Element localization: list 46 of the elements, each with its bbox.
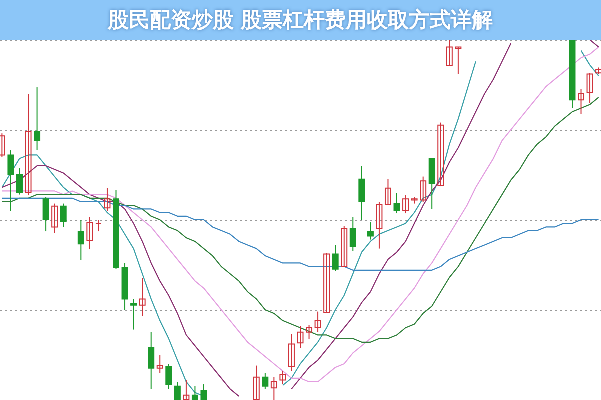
candlestick (148, 332, 155, 390)
candlestick (262, 372, 269, 390)
chart-title: 股民配资炒股 股票杠杆费用收取方式详解 (108, 7, 494, 34)
candlestick (297, 326, 304, 350)
candlestick (183, 380, 190, 400)
candlestick (280, 370, 286, 386)
candlestick (446, 40, 453, 66)
candlestick (139, 278, 146, 317)
candlestick (420, 176, 427, 202)
candlestick (86, 216, 94, 250)
candlestick (438, 122, 444, 188)
candlestick (350, 216, 356, 252)
candlestick (332, 244, 339, 272)
candlestick (341, 226, 348, 268)
candlestick (192, 386, 198, 400)
candlestick (288, 334, 295, 372)
candlestick (306, 324, 313, 340)
candlestick (270, 376, 278, 400)
candlestick (324, 252, 330, 314)
candlestick (34, 87, 41, 152)
candlestick (455, 46, 462, 75)
candlestick (376, 202, 383, 250)
candlestick (104, 188, 111, 212)
candlestick (42, 196, 50, 232)
candlestick (174, 382, 181, 400)
candlestick (578, 88, 585, 116)
candlestick (384, 178, 392, 206)
candlestick (130, 298, 138, 330)
candlestick (358, 166, 366, 220)
candlestick (314, 311, 322, 333)
candlestick (586, 72, 594, 104)
candlestick (200, 384, 208, 400)
candlestick (52, 203, 58, 234)
candlestick (95, 220, 102, 232)
candlestick (402, 195, 410, 214)
candlestick (16, 168, 23, 196)
candlestick (156, 354, 164, 374)
candlestick (25, 94, 32, 196)
candlestick (78, 220, 84, 261)
candlestick (60, 203, 67, 228)
candlestick (166, 364, 172, 390)
candlestick (394, 192, 400, 214)
candlestick (367, 222, 374, 240)
candlestick (0, 133, 6, 158)
candlestick (8, 150, 14, 212)
candlestick (253, 365, 260, 400)
